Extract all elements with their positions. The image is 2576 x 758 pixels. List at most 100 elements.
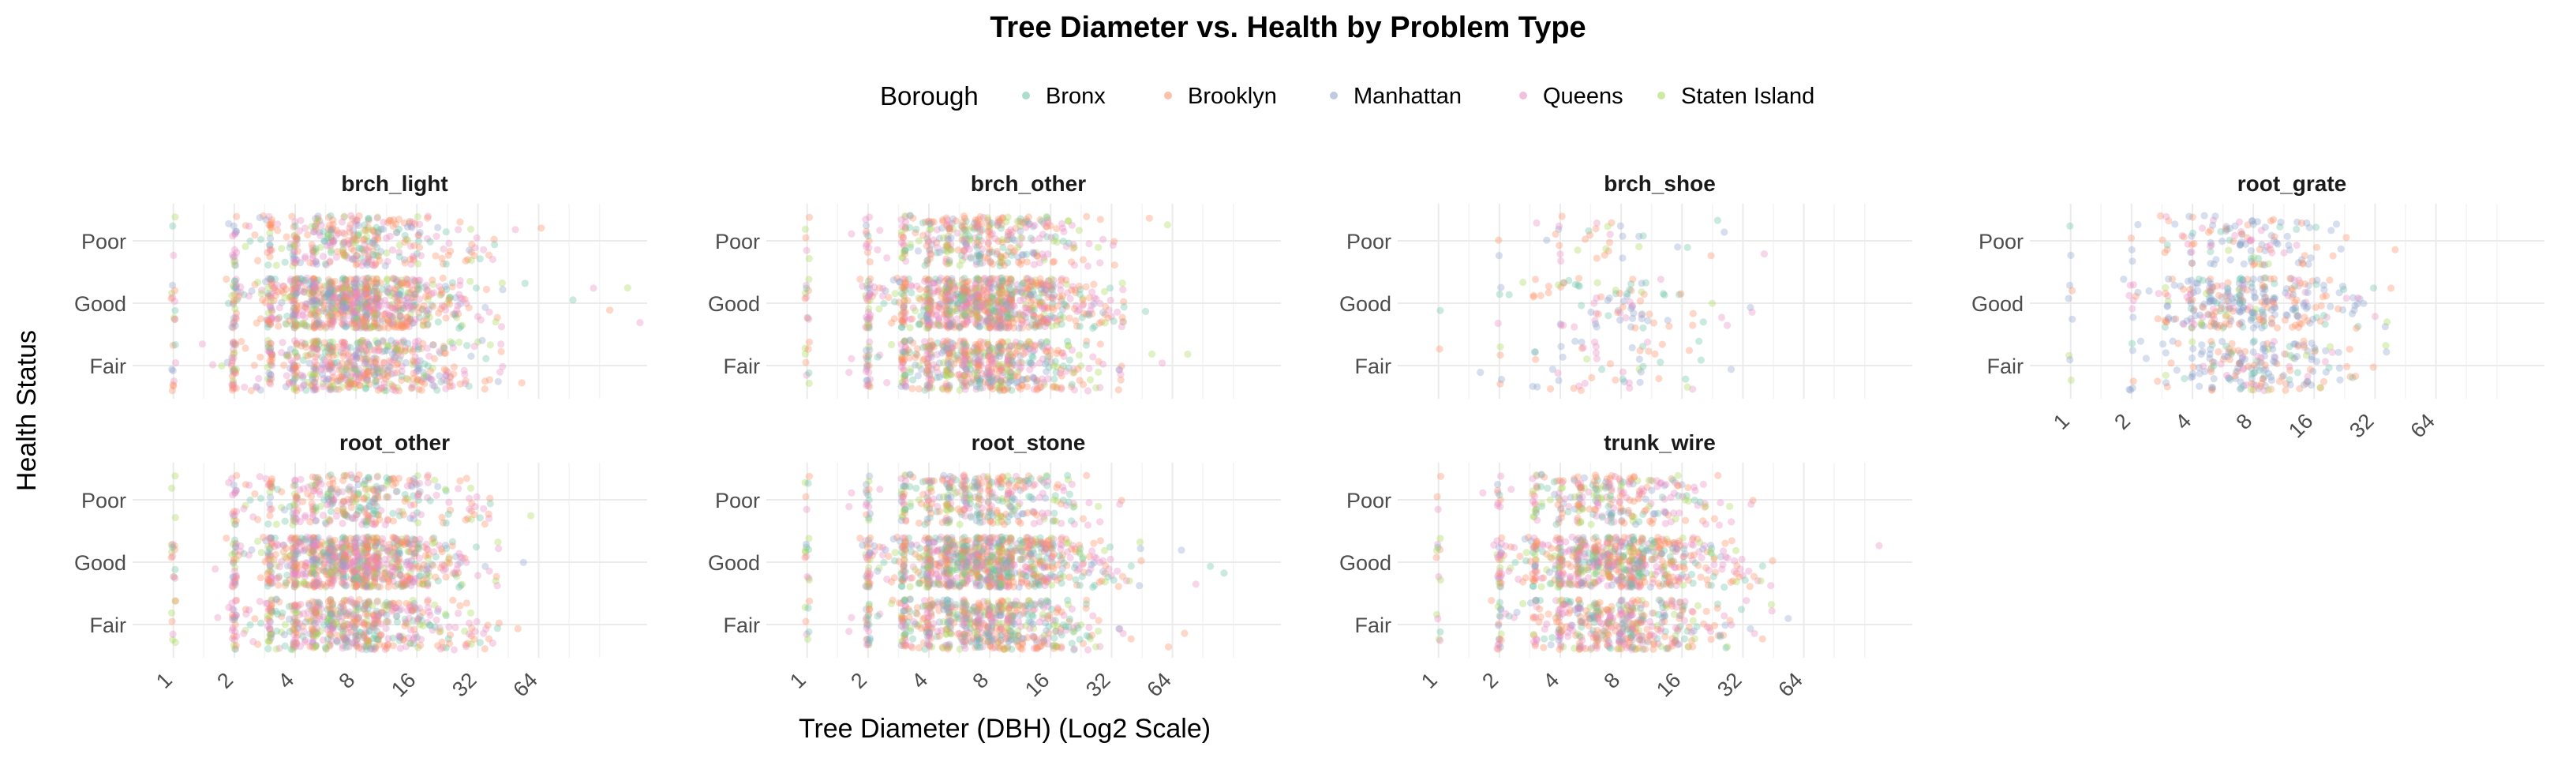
data-point (290, 336, 298, 345)
data-point (2065, 295, 2072, 302)
data-point (450, 363, 459, 371)
data-point (331, 359, 339, 367)
data-point (2263, 340, 2271, 347)
data-point (292, 384, 300, 392)
x-tick-label: 64 (2406, 409, 2439, 442)
data-point (369, 362, 377, 370)
data-point (446, 378, 454, 386)
data-point (848, 230, 856, 238)
data-point (268, 351, 276, 358)
data-point (2257, 227, 2265, 235)
data-point (462, 599, 470, 607)
data-point (1014, 373, 1022, 381)
data-point (497, 340, 505, 348)
data-point (2371, 313, 2379, 321)
data-point (388, 358, 395, 366)
data-point (2210, 319, 2218, 328)
data-point (416, 276, 424, 284)
data-point (885, 294, 893, 302)
data-point (2261, 286, 2269, 294)
data-point (169, 366, 177, 375)
data-point (2163, 241, 2171, 249)
data-point (1748, 308, 1756, 316)
data-point (311, 358, 319, 366)
data-point (2351, 302, 2359, 310)
data-point (2268, 249, 2276, 257)
data-point (339, 339, 347, 347)
data-point (2170, 315, 2178, 323)
data-point (241, 383, 249, 391)
data-point (374, 369, 382, 377)
data-point (803, 246, 811, 254)
data-point (429, 276, 436, 284)
data-point (255, 374, 263, 383)
data-point (904, 346, 912, 354)
data-point (1110, 317, 1118, 325)
data-point (481, 385, 489, 393)
data-point (402, 358, 410, 366)
data-point (327, 242, 335, 250)
data-point (2286, 246, 2293, 254)
data-point (2332, 220, 2341, 228)
data-point (320, 339, 328, 347)
data-point (987, 377, 995, 385)
data-point (906, 324, 914, 332)
data-point (374, 340, 382, 347)
data-point (365, 340, 373, 348)
data-point (381, 347, 389, 355)
data-point (2171, 220, 2179, 228)
data-point (325, 353, 333, 361)
data-point (327, 345, 335, 353)
data-point (1664, 317, 1672, 325)
data-point (467, 352, 475, 360)
data-point (412, 368, 421, 376)
data-point (2221, 352, 2229, 361)
data-point (264, 375, 272, 383)
data-point (2206, 297, 2214, 305)
legend-title: Borough (880, 81, 979, 111)
data-point (329, 347, 337, 355)
data-point (365, 381, 373, 388)
data-point (2188, 248, 2196, 256)
data-point (230, 367, 238, 376)
data-point (383, 347, 391, 355)
data-point (1622, 313, 1630, 322)
data-point (2252, 294, 2260, 302)
data-point (414, 362, 422, 370)
data-point (349, 364, 357, 372)
data-point (365, 371, 373, 379)
data-point (408, 384, 417, 392)
data-point (623, 284, 631, 292)
data-point (280, 631, 288, 639)
data-point (485, 251, 493, 259)
data-point (2251, 369, 2259, 377)
data-point (1017, 320, 1025, 328)
data-point (2249, 220, 2257, 228)
data-point (380, 383, 388, 391)
data-point (979, 291, 987, 298)
data-point (401, 343, 409, 351)
data-point (2281, 316, 2290, 324)
data-point (311, 385, 319, 394)
data-point (446, 382, 454, 390)
data-point (1558, 212, 1566, 220)
data-point (1006, 351, 1014, 358)
data-point (417, 386, 425, 394)
data-point (1496, 351, 1504, 359)
data-point (1578, 302, 1586, 310)
data-point (2222, 311, 2230, 319)
data-point (958, 294, 966, 302)
data-point (347, 381, 355, 388)
data-point (372, 358, 380, 366)
data-point (1642, 279, 1649, 287)
data-point (466, 277, 474, 285)
data-point (312, 364, 320, 372)
data-point (367, 358, 375, 366)
y-tick-label: Fair (90, 355, 127, 378)
data-point (319, 380, 328, 388)
data-point (380, 358, 388, 367)
data-point (318, 354, 326, 362)
data-point (325, 350, 333, 358)
data-point (345, 378, 353, 386)
data-point (171, 315, 179, 323)
